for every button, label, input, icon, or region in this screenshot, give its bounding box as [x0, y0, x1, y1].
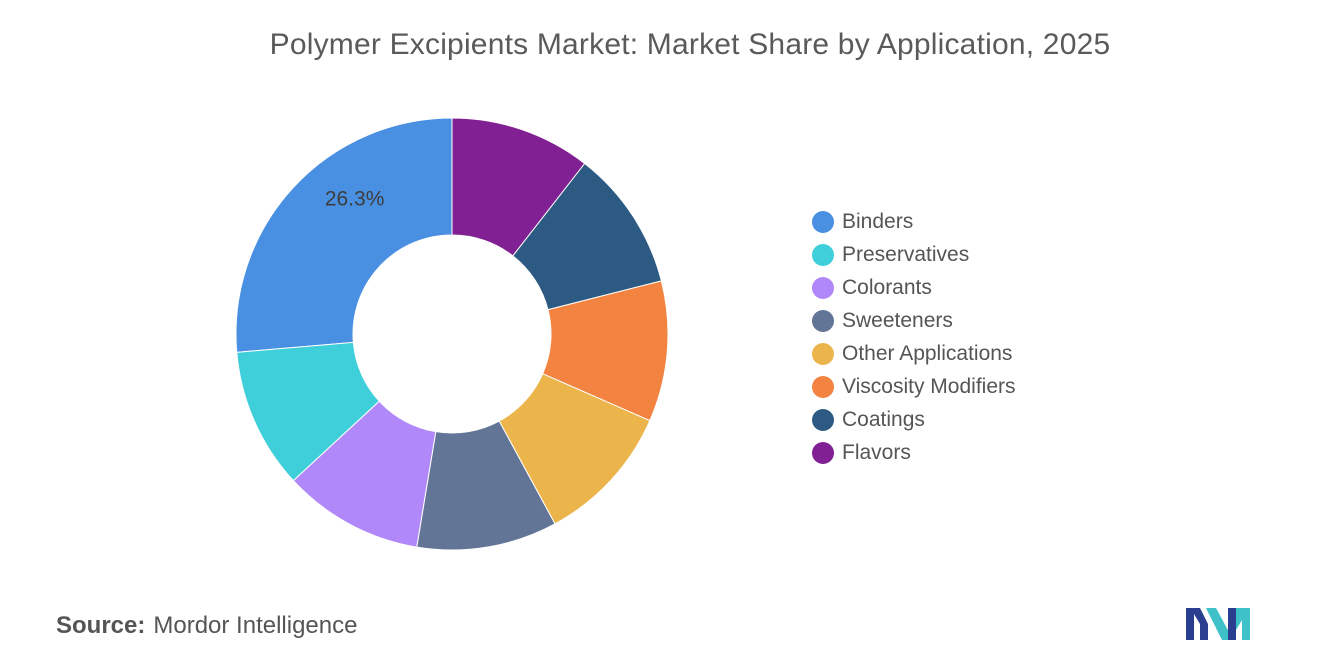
donut-data-labels: 26.3% — [325, 188, 385, 211]
legend-item-sweeteners: Sweeteners — [812, 304, 1142, 337]
slice-binders — [235, 117, 453, 353]
legend-label-coatings: Coatings — [842, 407, 925, 431]
legend-label-sweeteners: Sweeteners — [842, 308, 953, 332]
source-note: Source: Mordor Intelligence — [56, 612, 357, 640]
legend-label-flavors: Flavors — [842, 440, 911, 464]
legend-label-binders: Binders — [842, 209, 914, 233]
legend-item-coatings: Coatings — [812, 403, 1142, 436]
legend-label-viscosity-modifiers: Viscosity Modifiers — [842, 374, 1016, 398]
legend-swatch-sweeteners — [812, 309, 834, 332]
donut-slices — [235, 117, 669, 551]
mordor-intelligence-logo-icon — [1186, 602, 1250, 645]
legend-swatch-other-applications — [812, 342, 834, 365]
legend-label-other-applications: Other Applications — [842, 341, 1013, 365]
legend-item-preservatives: Preservatives — [812, 238, 1142, 271]
legend-swatch-flavors — [812, 441, 834, 464]
legend-item-binders: Binders — [812, 205, 1142, 238]
source-label: Source: — [56, 612, 146, 639]
chart-legend: Binders Preservatives Colorants Sweeteners O… — [812, 205, 1142, 469]
data-label-binders: 26.3% — [325, 188, 385, 211]
chart-title: Polymer Excipients Market: Market Share … — [269, 28, 1111, 61]
legend-swatch-preservatives — [812, 243, 834, 266]
legend-swatch-binders — [812, 210, 834, 233]
legend-item-flavors: Flavors — [812, 436, 1142, 469]
source-value: Mordor Intelligence — [153, 612, 358, 639]
legend-swatch-colorants — [812, 276, 834, 299]
legend-item-viscosity-modifiers: Viscosity Modifiers — [812, 370, 1142, 403]
legend-item-other-applications: Other Applications — [812, 337, 1142, 370]
legend-label-colorants: Colorants — [842, 275, 932, 299]
legend-swatch-viscosity-modifiers — [812, 375, 834, 398]
legend-swatch-coatings — [812, 408, 834, 431]
legend-label-preservatives: Preservatives — [842, 242, 970, 266]
legend-item-colorants: Colorants — [812, 271, 1142, 304]
slice-flavors — [451, 117, 586, 257]
